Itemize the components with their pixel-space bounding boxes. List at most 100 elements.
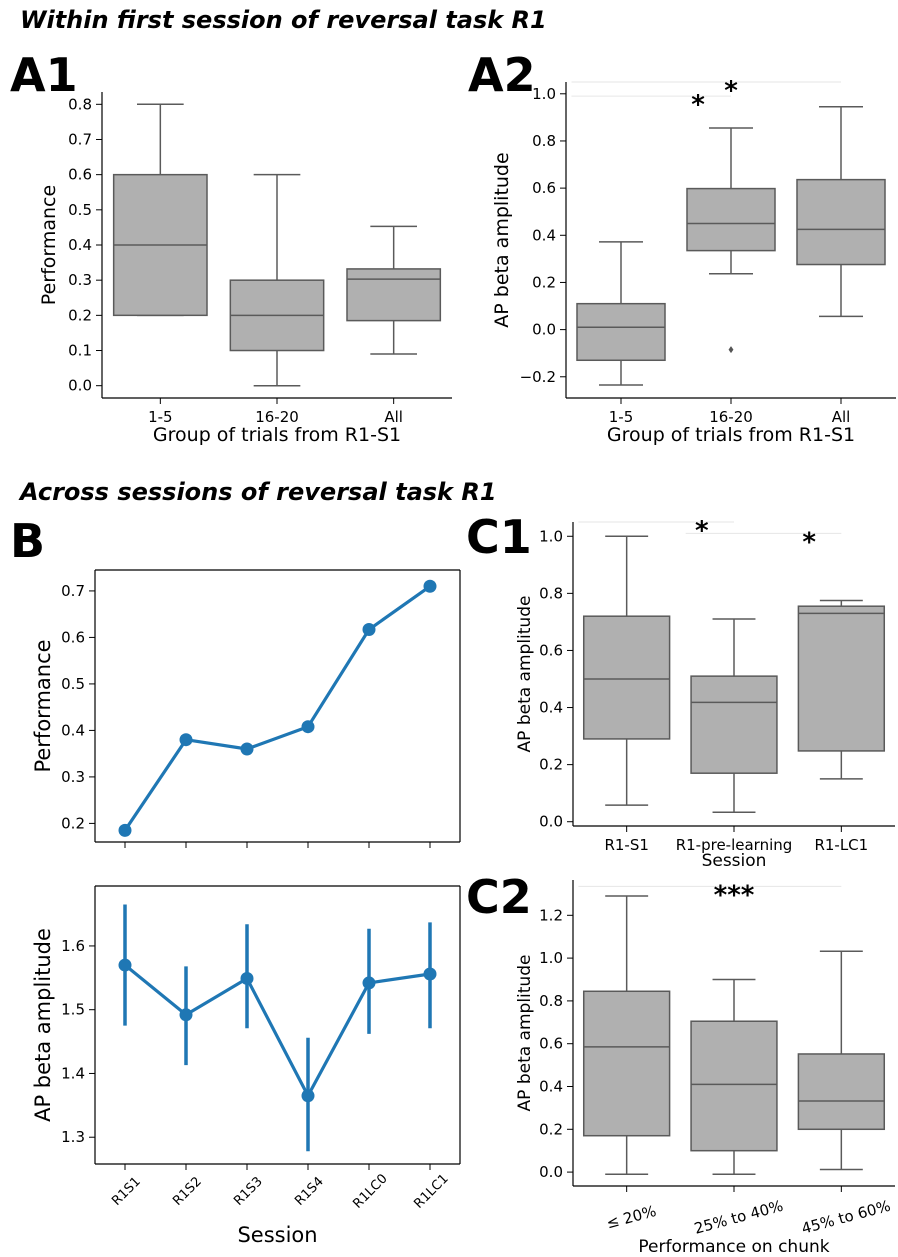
data-point [118, 823, 132, 837]
x-tick-label: R1-S1 [604, 836, 648, 854]
x-tick-label: R1-LC1 [814, 836, 868, 854]
y-axis-label: Performance [31, 639, 55, 772]
box-iqr [582, 990, 671, 1137]
x-tick-label: 16-20 [709, 408, 753, 426]
box-iqr [796, 178, 886, 266]
y-axis-label: AP beta amplitude [515, 596, 535, 753]
box-2 [686, 127, 776, 354]
data-point [240, 742, 254, 756]
y-axis-label: AP beta amplitude [31, 928, 55, 1122]
x-tick-label: All [832, 408, 851, 426]
box-3 [346, 225, 442, 355]
x-tick-label: R1-pre-learning [676, 836, 793, 854]
y-tick-label: 0.2 [532, 273, 556, 291]
chart-c2: 0.0 0.2 0.4 0.6 0.8 1.0 1.2 AP beta amplitude Pe… [515, 880, 895, 1257]
y-tick-label: 0.5 [68, 201, 92, 219]
chart-a2: −0.2 0.0 0.2 0.4 0.6 0.8 1.0 AP beta amplitude G… [491, 76, 896, 446]
y-tick-label: 0.0 [539, 1163, 563, 1181]
box-iqr [690, 675, 778, 774]
x-tick-label: 25% to 40% [692, 1197, 785, 1238]
x-tick-label: R1LC1 [411, 1171, 451, 1211]
y-tick-label: 0.6 [539, 641, 563, 659]
x-tick-label: 1-5 [609, 408, 634, 426]
significance-star: * [724, 76, 738, 106]
x-axis-label: Group of trials from R1-S1 [153, 424, 401, 446]
data-point [179, 733, 193, 747]
chart-b-bottom: 1.3 1.4 1.5 1.6 AP beta amplitude Session R1S1… [31, 885, 461, 1247]
box-2 [229, 173, 325, 387]
y-tick-label: 0.4 [532, 226, 556, 244]
y-tick-label: 0.8 [68, 95, 92, 113]
box-1 [576, 241, 666, 386]
x-tick-label: R1LC0 [350, 1171, 390, 1211]
y-tick-label: 0.2 [539, 756, 563, 774]
significance-star: * [695, 516, 709, 546]
outlier-point [728, 346, 734, 354]
panel-label-a1: A1 [10, 48, 78, 102]
x-tick-label: ≤ 20% [605, 1202, 659, 1233]
y-tick-label: 0.0 [68, 377, 92, 395]
y-tick-label: 0.4 [539, 699, 563, 717]
y-tick-label: 0.7 [61, 582, 85, 600]
box-iqr [582, 615, 671, 740]
chart-b-top: 0.2 0.3 0.4 0.5 0.6 0.7 Performance [31, 569, 461, 848]
panel-label-c1: C1 [466, 510, 532, 564]
box-iqr [346, 268, 442, 322]
y-tick-label: 0.7 [68, 130, 92, 148]
box-2 [690, 618, 778, 814]
data-point [179, 1008, 193, 1022]
data-point [118, 958, 132, 972]
series-line [123, 963, 431, 1098]
x-axis-label: Session [237, 1223, 317, 1247]
significance-star: *** [714, 880, 755, 910]
box-1 [112, 103, 208, 317]
data-point [362, 976, 376, 990]
y-tick-label: 0.2 [68, 306, 92, 324]
box-3 [796, 106, 886, 318]
panel-label-b: B [10, 514, 46, 568]
y-tick-label: 0.2 [539, 1120, 563, 1138]
x-tick-label: 16-20 [255, 408, 299, 426]
x-tick-label: All [384, 408, 403, 426]
y-tick-label: 0.6 [532, 179, 556, 197]
y-tick-label: −0.2 [520, 368, 556, 386]
box-iqr [797, 605, 886, 752]
y-axis-label: AP beta amplitude [491, 152, 513, 327]
y-tick-label: 1.3 [61, 1128, 85, 1146]
y-tick-label: 0.6 [68, 166, 92, 184]
box-1 [582, 895, 671, 1175]
chart-c1: 0.0 0.2 0.4 0.6 0.8 1.0 AP beta amplitude Sessi… [515, 516, 895, 871]
y-tick-label: 0.8 [532, 132, 556, 150]
y-tick-label: 1.0 [539, 527, 563, 545]
x-tick-label: R1S1 [109, 1174, 144, 1209]
y-tick-label: 0.5 [61, 675, 85, 693]
y-tick-label: 1.0 [532, 85, 556, 103]
box-iqr [686, 187, 776, 252]
significance-star: * [691, 90, 705, 120]
y-tick-label: 0.6 [539, 1035, 563, 1053]
y-tick-label: 0.6 [61, 628, 85, 646]
box-2 [690, 978, 778, 1175]
chart-a1: 0.0 0.1 0.2 0.3 0.4 0.5 0.6 0.7 0.8 Performance Gr… [38, 92, 452, 446]
series-line [123, 584, 431, 832]
x-tick-label: 45% to 60% [800, 1197, 893, 1238]
y-tick-label: 0.0 [532, 321, 556, 339]
y-tick-label: 1.6 [61, 937, 85, 955]
data-point [301, 720, 315, 734]
panel-label-c2: C2 [466, 870, 532, 924]
y-tick-label: 0.3 [68, 271, 92, 289]
x-tick-label: R1S4 [292, 1174, 327, 1209]
x-axis-label: Performance on chunk [638, 1237, 829, 1257]
y-tick-label: 0.3 [61, 768, 85, 786]
box-3 [797, 950, 886, 1171]
y-tick-label: 0.4 [539, 1077, 563, 1095]
data-point [423, 967, 437, 981]
x-axis-label: Group of trials from R1-S1 [607, 424, 855, 446]
y-axis-label: AP beta amplitude [515, 955, 535, 1112]
section-title-across: Across sessions of reversal task R1 [20, 478, 497, 506]
y-axis-label: Performance [38, 185, 60, 305]
box-iqr [576, 302, 666, 362]
y-tick-label: 0.8 [539, 992, 563, 1010]
significance-star: * [802, 527, 816, 557]
